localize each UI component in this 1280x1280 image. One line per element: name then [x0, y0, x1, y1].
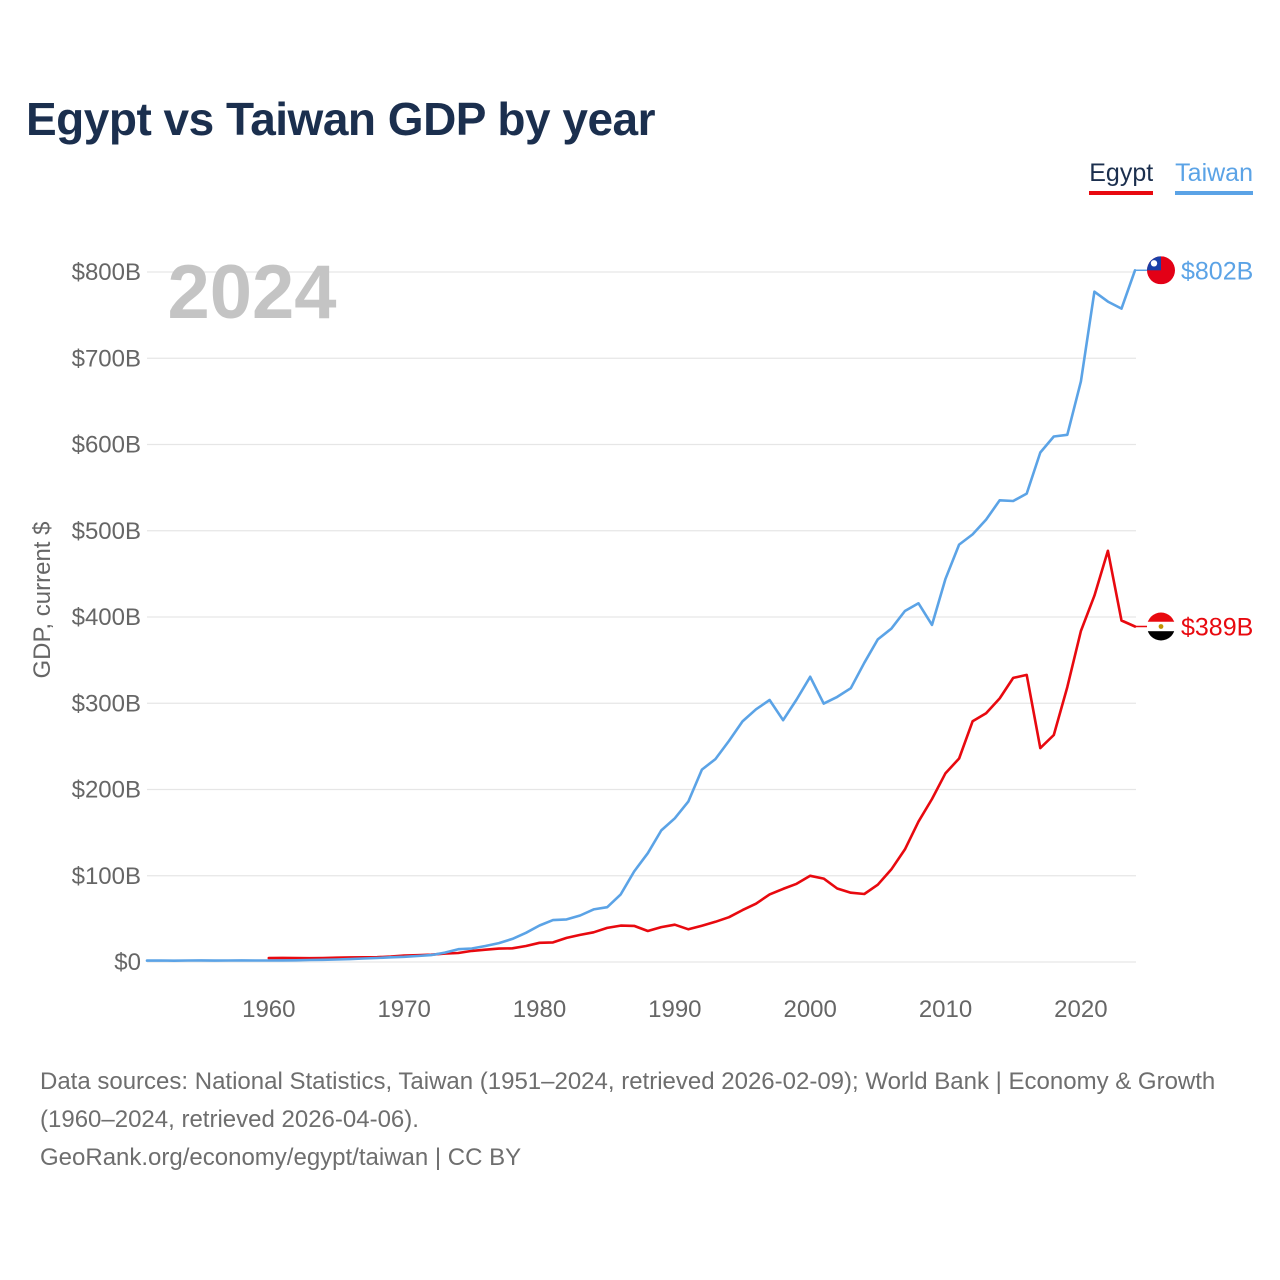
series-end-markers: $802B $389B	[1135, 256, 1253, 642]
x-tick-label: 1980	[513, 996, 566, 1023]
y-tick-label: $500B	[72, 518, 141, 545]
x-tick-label: 2010	[919, 996, 972, 1023]
chart-title: Egypt vs Taiwan GDP by year	[26, 93, 656, 145]
y-tick-label: $200B	[72, 777, 141, 804]
y-tick-labels: $0 $100B $200B $300B $400B $500B $600B $700B $80…	[72, 259, 141, 976]
egypt-flag-icon	[1147, 612, 1175, 641]
x-tick-labels: 1960 1970 1980 1990 2000 2010 2020	[242, 996, 1107, 1023]
y-tick-label: $800B	[72, 259, 141, 286]
y-tick-label: $600B	[72, 432, 141, 459]
x-tick-label: 1990	[648, 996, 701, 1023]
x-tick-label: 2020	[1054, 996, 1107, 1023]
legend-item-taiwan[interactable]: Taiwan	[1175, 159, 1253, 195]
legend: Egypt Taiwan	[1089, 159, 1253, 195]
x-tick-label: 1960	[242, 996, 295, 1023]
taiwan-flag-icon	[1147, 256, 1175, 285]
y-axis-title: GDP, current $	[29, 522, 56, 679]
egypt-end-value: $389B	[1181, 614, 1253, 642]
series-lines	[145, 268, 1137, 963]
attribution-link[interactable]: GeoRank.org/economy/egypt/taiwan | CC BY	[40, 1144, 522, 1171]
data-sources-note: Data sources: National Statistics, Taiwa…	[40, 1068, 1216, 1133]
series-line-egypt[interactable]	[267, 549, 1137, 960]
y-tick-label: $300B	[72, 690, 141, 717]
y-tick-label: $100B	[72, 863, 141, 890]
x-tick-label: 1970	[377, 996, 430, 1023]
y-tick-label: $400B	[72, 604, 141, 631]
grid-lines	[147, 271, 1136, 963]
series-line-taiwan[interactable]	[145, 268, 1137, 963]
legend-item-egypt[interactable]: Egypt	[1089, 159, 1154, 195]
y-tick-label: $0	[114, 949, 141, 976]
year-watermark: 2024	[167, 250, 336, 335]
chart-footer: Data sources: National Statistics, Taiwa…	[40, 1063, 1240, 1177]
y-tick-label: $700B	[72, 345, 141, 372]
x-tick-label: 2000	[783, 996, 836, 1023]
taiwan-end-value: $802B	[1181, 257, 1253, 285]
